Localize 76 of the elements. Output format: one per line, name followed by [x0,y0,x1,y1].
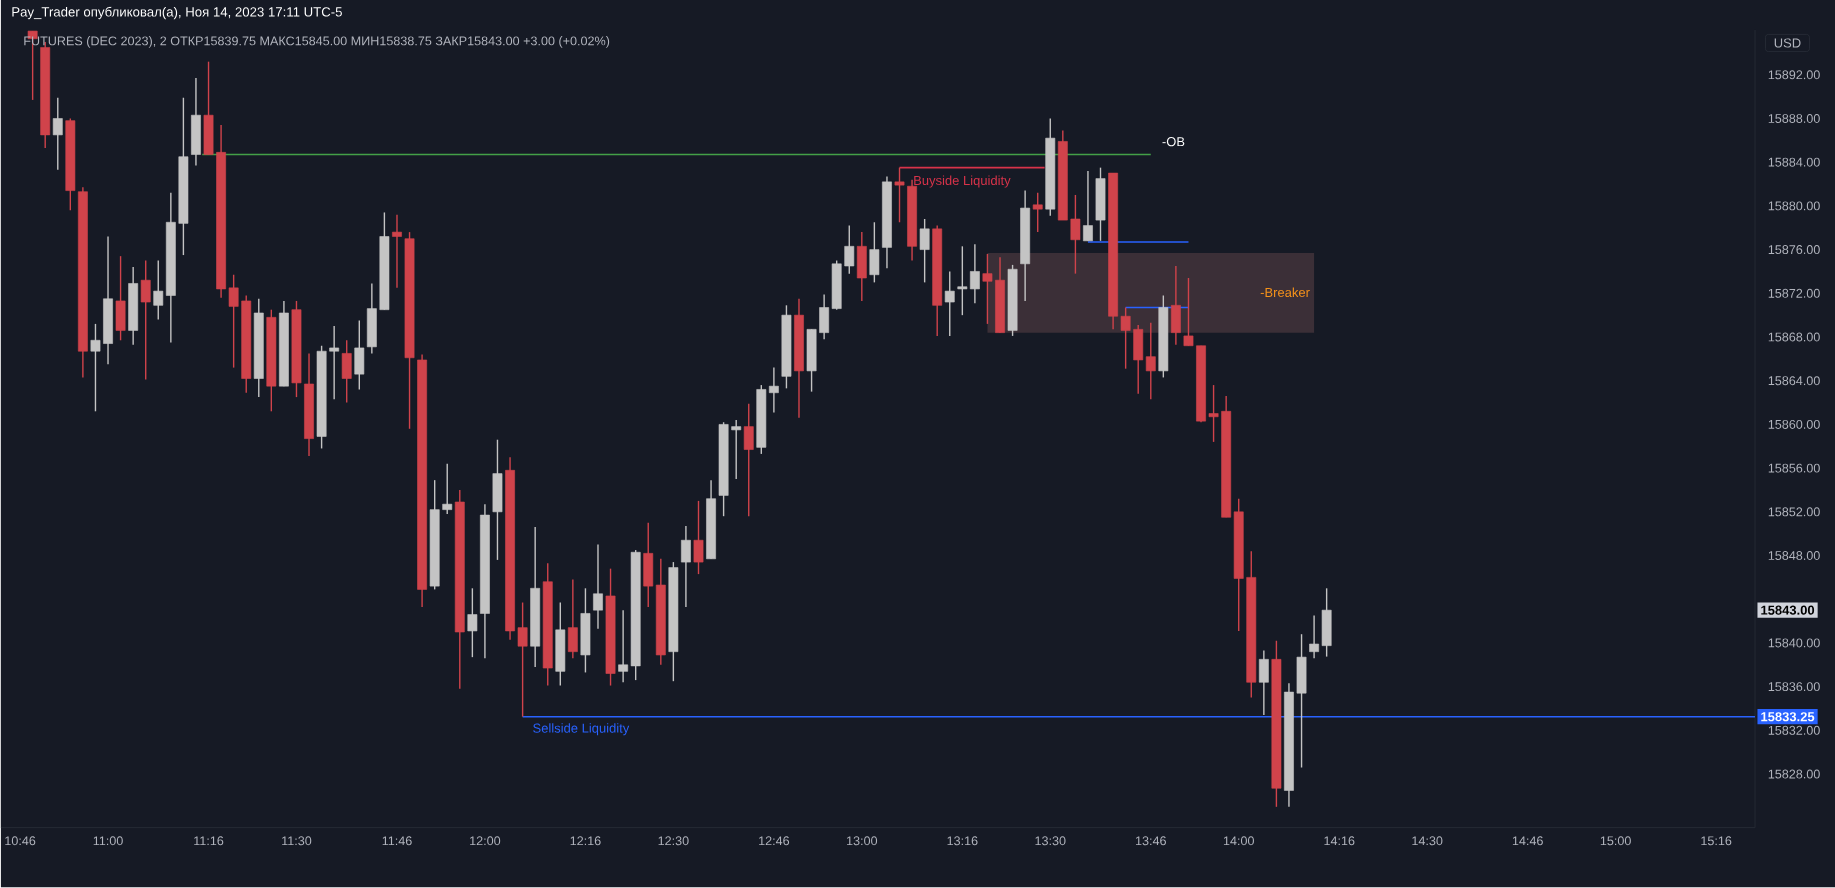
candlestick [768,367,779,414]
candlestick [90,323,101,413]
candlestick [1258,650,1269,716]
x-tick-label: 13:30 [1035,836,1066,846]
x-tick-label: 13:16 [947,836,978,846]
annotation: Sellside Liquidity [533,723,630,736]
y-tick-label: 15888.00 [1768,114,1820,124]
candlestick [392,214,402,289]
x-tick-label: 11:16 [194,836,224,846]
y-tick-label: 15840.00 [1768,638,1820,648]
x-tick-label: 11:30 [282,836,312,846]
candlestick [693,500,704,576]
x-tick-label: 14:30 [1412,836,1443,846]
x-tick-label: 14:16 [1324,836,1355,846]
candlestick [1309,615,1319,660]
candlestick [731,419,742,480]
candlestick [1083,170,1093,242]
candlestick [894,167,905,224]
y-tick-label: 15832.00 [1768,726,1820,736]
candlestick [442,463,453,515]
x-tick-label: 13:00 [847,836,878,846]
candlestick [1032,192,1043,234]
candlestick [743,403,754,518]
y-tick-label: 15884.00 [1768,157,1820,167]
candlestick [140,260,151,381]
text: 15843.00 [1761,605,1815,615]
candlestick [618,609,629,684]
y-tick-label: 15868.00 [1768,332,1820,342]
x-tick-label: 12:46 [759,836,790,846]
candlestick [844,225,855,275]
chart-title: Pay_Trader опубликовал(а), Ноя 14, 2023 17:11 UTC-5 [12,6,342,20]
candlestick [593,544,603,630]
candlestick [1208,384,1219,443]
x-tick-label: 12:16 [570,836,601,846]
y-tick-label: 15876.00 [1768,245,1820,255]
candlestick [957,245,968,317]
annotation: -OB [1162,137,1185,147]
candlestick [944,270,955,337]
y-tick-label: 15836.00 [1768,682,1820,692]
x-tick-label: 10:46 [5,836,36,846]
y-tick-label: 15848.00 [1768,551,1820,561]
text: USD [1774,38,1801,48]
x-tick-label: 14:46 [1512,836,1543,846]
candlestick [52,97,63,171]
candlestick [1183,277,1194,347]
x-tick-label: 11:46 [382,836,412,846]
candlestick [517,602,528,718]
annotation: -Breaker [1260,287,1310,298]
candlestick [982,253,993,325]
candlestick [153,260,164,321]
y-tick-label: 15828.00 [1768,769,1820,779]
x-tick-label: 15:00 [1600,836,1631,846]
x-tick-label: 11:00 [93,836,123,846]
y-tick-label: 15880.00 [1768,201,1820,211]
x-tick-label: 12:30 [658,836,689,846]
x-tick-label: 12:00 [470,836,501,846]
y-tick-label: 15860.00 [1768,420,1820,430]
candlestick [1070,194,1081,275]
y-tick-label: 15856.00 [1768,463,1820,473]
y-tick-label: 15864.00 [1768,376,1820,386]
candlestick [467,587,478,659]
text: 15833.25 [1761,712,1815,722]
candlestick [969,243,980,305]
candlestick [1145,322,1156,401]
candlestick [681,525,691,608]
annotation: Buyside Liquidity [914,175,1011,188]
x-tick-label: 13:46 [1136,836,1166,846]
x-tick-label: 15:16 [1701,836,1732,846]
candlestick [329,325,340,401]
y-tick-label: 15852.00 [1768,507,1820,517]
y-tick-label: 15872.00 [1768,289,1820,298]
y-tick-label: 15892.00 [1768,70,1820,80]
candlestick [919,218,930,284]
x-tick-label: 14:00 [1223,836,1254,846]
candlestick [228,274,239,369]
candlestick [1120,307,1131,370]
